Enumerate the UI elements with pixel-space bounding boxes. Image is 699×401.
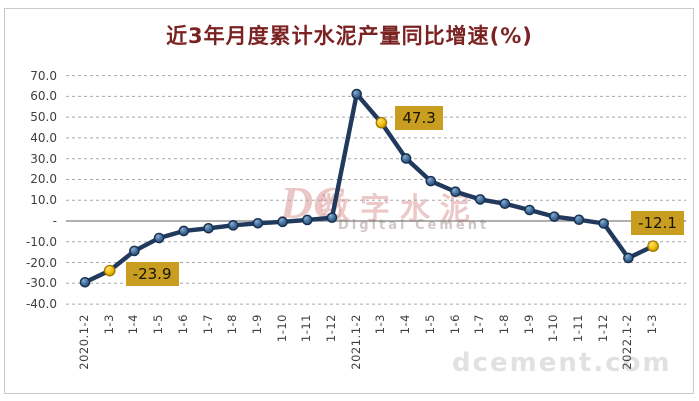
x-tick-label: 1-7 [200,314,215,335]
chart-frame [4,8,694,394]
y-tick-label: 20.0 [30,172,57,187]
highlighted-data-point [103,264,116,277]
x-tick-label: 1-9 [521,314,536,335]
x-tick-label: 1-11 [571,314,585,343]
data-point [549,211,560,222]
data-point [598,218,610,229]
data-point [474,194,486,205]
data-value-label: -12.1 [631,211,684,236]
data-point [573,214,585,226]
data-point [425,175,437,187]
watermark-site-url: dcement.com [452,348,672,378]
y-tick-label: -40.0 [25,297,57,312]
x-tick-label: 1-12 [595,314,610,343]
data-point [203,222,214,234]
y-tick-label: 60.0 [30,89,57,104]
x-tick-label: 1-9 [249,314,264,335]
x-tick-label: 2022.1-2 [620,314,635,370]
x-tick-label: 1-3 [101,314,116,335]
data-point [351,88,363,100]
x-tick-label: 1-12 [324,314,338,343]
data-point [252,217,264,229]
y-tick-label: -20.0 [25,255,57,270]
data-point [524,204,535,216]
x-tick-label: 1-10 [546,314,561,343]
data-value-label: 47.3 [395,105,443,130]
data-value-label: -23.9 [125,261,179,286]
y-tick-label: 50.0 [30,110,57,125]
y-tick-label: -10.0 [25,234,57,249]
y-tick-label: 30.0 [30,151,57,166]
x-tick-label: 1-8 [225,314,240,335]
highlighted-data-point [375,116,388,129]
x-tick-label: 2021.1-2 [348,314,363,370]
y-tick-label: -30.0 [25,276,57,291]
x-tick-label: 1-8 [496,314,511,335]
data-point [227,220,239,231]
data-point [326,212,338,223]
chart-title: 近3年月度累计水泥产量同比增速(%) [166,24,533,48]
data-point [450,186,461,198]
data-point [153,232,165,244]
data-point [129,245,140,257]
data-point [400,153,412,164]
series-line [82,91,656,285]
x-tick-label: 1-4 [126,314,141,335]
y-tick-label: 70.0 [30,68,57,83]
data-point [277,216,288,228]
data-point [623,252,634,264]
data-point [178,225,190,237]
watermark-en-text: Digital Cement [338,218,490,233]
x-tick-label: 1-6 [175,314,190,335]
x-tick-label: 1-3 [373,314,388,335]
x-tick-label: 1-3 [645,314,660,335]
highlighted-data-point [647,240,659,252]
x-tick-label: 1-5 [151,314,166,335]
data-point [499,198,511,210]
x-tick-label: 1-6 [447,314,462,335]
x-tick-label: 1-7 [472,314,487,335]
data-point-markers [79,88,659,288]
y-tick-label: - [52,214,57,228]
x-tick-label: 1-10 [274,314,289,343]
data-point [79,276,91,288]
x-tick-label: 1-4 [398,314,413,335]
data-point [301,214,313,226]
x-tick-label: 1-5 [422,314,437,335]
growth-line [82,91,656,285]
y-tick-label: 10.0 [30,193,57,208]
x-tick-label: 1-11 [299,314,314,343]
y-tick-label: 40.0 [30,130,57,145]
x-tick-label: 2020.1-2 [77,314,91,370]
